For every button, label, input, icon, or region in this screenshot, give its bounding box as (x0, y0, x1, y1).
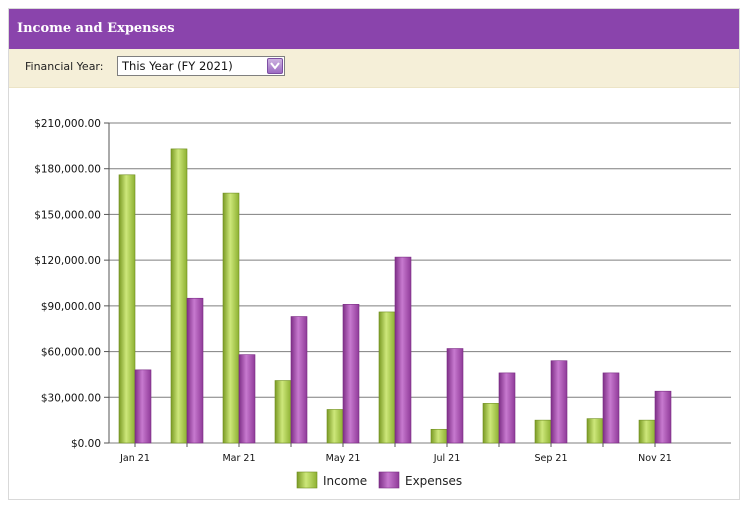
filter-bar: Financial Year: This Year (FY 2021) (9, 49, 739, 88)
expenses-bar (602, 372, 620, 444)
income-bar (534, 419, 552, 444)
legend-expenses-swatch (378, 471, 400, 489)
x-tick-label: Mar 21 (222, 453, 255, 464)
x-tick-label: Jul 21 (433, 453, 461, 464)
x-tick-label: Sep 21 (534, 453, 567, 464)
financial-year-value: This Year (FY 2021) (122, 59, 233, 73)
expenses-bar (342, 304, 360, 444)
financial-year-label: Financial Year: (25, 60, 104, 73)
x-tick-label: Jan 21 (119, 453, 150, 464)
legend-income-swatch (296, 471, 318, 489)
expenses-bar (134, 369, 152, 444)
income-expenses-panel: Income and Expenses Financial Year: This… (8, 8, 740, 500)
expenses-bar (238, 354, 256, 444)
income-bar (430, 428, 448, 444)
dropdown-arrow-icon[interactable] (267, 58, 283, 74)
chart-area: $0.00 $30,000.00 $60,000.00 $90,000.00 $120,… (9, 89, 739, 499)
income-bar (586, 418, 604, 444)
x-tick-label: Nov 21 (638, 453, 672, 464)
y-tick-label: $180,000.00 (34, 164, 101, 176)
y-tick-label: $30,000.00 (41, 392, 101, 404)
income-bar (638, 419, 656, 444)
y-tick-label: $120,000.00 (34, 255, 101, 267)
y-tick-label: $0.00 (71, 438, 101, 450)
income-expenses-chart: $0.00 $30,000.00 $60,000.00 $90,000.00 $120,… (34, 118, 731, 489)
income-bar (274, 380, 292, 444)
expenses-bar (186, 297, 204, 444)
panel-title: Income and Expenses (9, 9, 739, 49)
income-bar (170, 148, 188, 444)
income-bar (378, 311, 396, 444)
income-bar (482, 403, 500, 444)
financial-year-select[interactable]: This Year (FY 2021) (117, 56, 285, 76)
expenses-bar (550, 360, 568, 444)
legend-expenses-label: Expenses (405, 474, 462, 488)
y-tick-label: $90,000.00 (41, 301, 101, 313)
y-tick-label: $60,000.00 (41, 347, 101, 359)
expenses-bar (394, 256, 412, 444)
income-bar (118, 174, 136, 444)
y-tick-label: $210,000.00 (34, 118, 101, 130)
income-bar (222, 192, 240, 444)
expenses-bar (290, 316, 308, 444)
expenses-bar (498, 372, 516, 444)
legend-income-label: Income (323, 474, 367, 488)
expenses-bar (446, 348, 464, 444)
y-tick-label: $150,000.00 (34, 209, 101, 221)
income-bar (326, 409, 344, 444)
x-tick-label: May 21 (326, 453, 361, 464)
expenses-bar (654, 390, 672, 444)
